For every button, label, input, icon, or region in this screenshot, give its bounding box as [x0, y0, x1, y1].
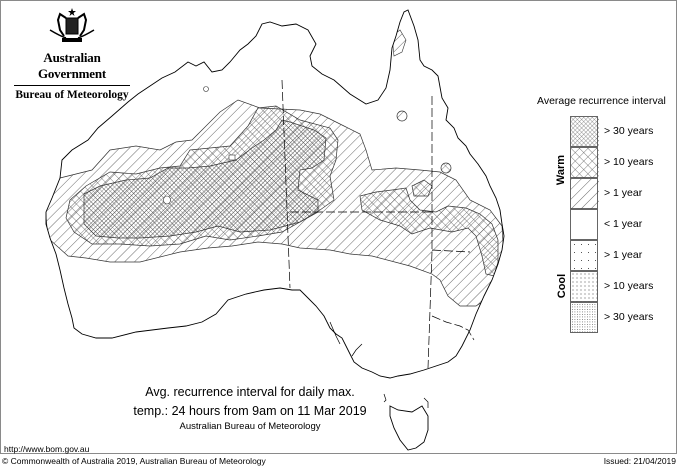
- legend-swatch-warm-10: [570, 147, 599, 179]
- legend-cool-label: Cool: [556, 273, 569, 299]
- issued-date: Issued: 21/04/2019: [603, 456, 676, 466]
- legend-label: < 1 year: [604, 218, 643, 230]
- legend-label: > 1 year: [604, 187, 643, 199]
- australia-map: [45, 9, 505, 451]
- map-frame: [0, 0, 677, 454]
- legend-swatch-warm-1: [570, 178, 599, 210]
- caption-line-1: Avg. recurrence interval for daily max.: [145, 385, 355, 399]
- legend-warm-label: Warm: [555, 154, 568, 186]
- caption-line-2: temp.: 24 hours from 9am on 11 Mar 2019: [133, 404, 367, 418]
- logo-divider: [14, 85, 130, 86]
- legend-label: > 30 years: [604, 125, 654, 137]
- coat-of-arms-icon: [49, 8, 95, 42]
- bom-logo: Australian Government Bureau of Meteorol…: [8, 6, 136, 101]
- legend-swatch-cool-1: [570, 240, 599, 272]
- legend-swatch-cool-10: [570, 271, 599, 303]
- legend-swatch-neutral: [570, 209, 598, 240]
- legend-swatch-cool-30: [570, 302, 599, 334]
- map-caption: Avg. recurrence interval for daily max. …: [130, 383, 370, 433]
- legend-label: > 1 year: [604, 249, 643, 261]
- caption-line-3: Australian Bureau of Meteorology: [179, 421, 321, 432]
- legend-title: Average recurrence interval: [537, 95, 666, 107]
- legend-label: > 10 years: [604, 280, 654, 292]
- legend-swatch-warm-30: [570, 116, 599, 148]
- agency-name: Bureau of Meteorology: [15, 89, 129, 101]
- legend-label: > 30 years: [604, 311, 654, 323]
- website-link[interactable]: http://www.bom.gov.au: [4, 444, 90, 454]
- legend-label: > 10 years: [604, 156, 654, 168]
- copyright-notice: © Commonwealth of Australia 2019, Austra…: [2, 456, 266, 466]
- government-name: Australian Government: [37, 50, 107, 81]
